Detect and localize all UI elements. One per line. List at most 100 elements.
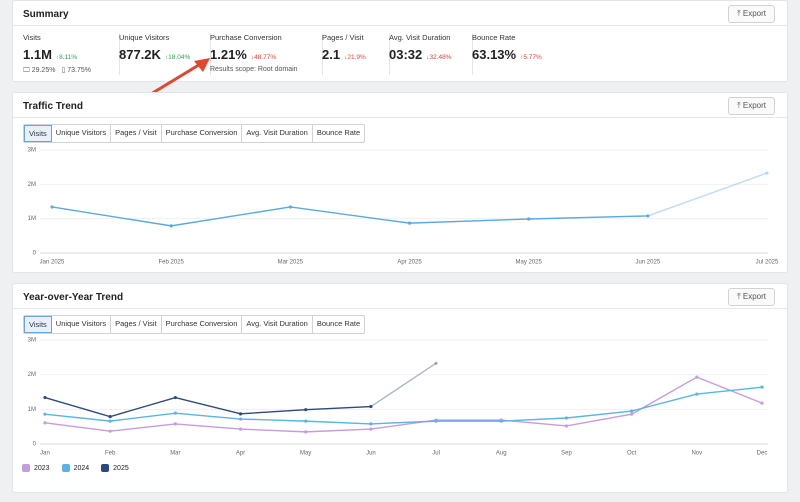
legend-label: 2025 (113, 464, 129, 472)
export-button[interactable]: ⤒ Export (728, 288, 775, 306)
data-point (695, 392, 699, 396)
metric-number: 877.2K (119, 47, 161, 62)
data-point (760, 401, 764, 405)
metric-value: 877.2K ↑18.04% (119, 47, 210, 62)
data-point (646, 214, 650, 218)
metric-label: Pages / Visit (322, 33, 364, 42)
data-point (50, 205, 54, 209)
metric-value: 2.1 ↓21.9% (322, 47, 389, 62)
data-point (238, 427, 243, 431)
data-point (369, 427, 373, 431)
metric-number: 2.1 (322, 47, 341, 62)
legend-swatch (101, 464, 110, 472)
data-point (108, 419, 112, 423)
x-tick-label: Jan 2025 (40, 260, 65, 266)
export-button[interactable]: ⤒ Export (728, 97, 775, 115)
x-tick-label: Sep (561, 451, 572, 457)
tab[interactable]: Bounce Rate (316, 128, 361, 137)
scope-note: Results scope: Root domain (210, 66, 298, 73)
metric-number: 1.1M (23, 47, 52, 62)
metric-value: 03:32 ↓32.48% (389, 47, 472, 62)
legend-label: 2023 (34, 464, 50, 472)
y-tick-label: 3M (28, 338, 36, 344)
data-point (564, 424, 569, 428)
metric-number: 1.21% (210, 47, 247, 62)
metric-label: Avg. Visit Duration (389, 33, 451, 42)
y-tick-label: 0 (33, 251, 37, 257)
mobile-icon: ▯ (61, 67, 68, 74)
tab[interactable]: Purchase Conversion (162, 316, 243, 333)
traffic-chart: 0 1M 2M 3M Jan 2025 Feb 2025 Mar 2025 Apr 2025 M… (28, 148, 779, 266)
metric-number: 03:32 (389, 47, 423, 62)
tab[interactable]: Pages / Visit (111, 125, 162, 142)
data-point (304, 408, 308, 412)
y-tick-label: 1M (28, 216, 36, 222)
data-point (499, 419, 503, 423)
x-tick-label: May (300, 451, 311, 457)
data-point (238, 412, 243, 416)
tab[interactable]: Avg. Visit Duration (242, 125, 313, 142)
yoy-chart: 0 1M 2M 3M Jan Feb Mar Apr May Jun Jul Aug Sep Oct Nov… (28, 338, 768, 457)
tab[interactable]: Avg. Visit Duration (242, 316, 313, 333)
tab[interactable]: Unique Visitors (52, 125, 112, 142)
metric: Pages / Visit 2.1 ↓21.9% (322, 33, 390, 75)
annotation-arrow (145, 58, 210, 99)
data-point (369, 422, 373, 426)
data-point (173, 411, 177, 415)
data-point (527, 217, 531, 221)
data-point (760, 385, 764, 389)
tab-bar: Visits Unique Visitors Pages / Visit Purcha… (23, 315, 366, 334)
legend-item[interactable]: 2025 (101, 464, 129, 472)
data-point (173, 395, 177, 400)
data-point (169, 224, 173, 228)
export-label: Export (742, 292, 766, 301)
legend: 2023 2024 2025 (22, 464, 129, 472)
x-tick-label: Jun (366, 451, 376, 457)
series-line (44, 396, 371, 418)
tab[interactable]: Bounce Rate (316, 319, 361, 328)
yoy-card: Year-over-Year Trend ⤒ Export Visits Uniq… (12, 283, 788, 493)
y-tick-label: 3M (28, 148, 36, 154)
y-tick-label: 2M (28, 182, 36, 188)
x-tick-label: Nov (691, 451, 702, 457)
legend-item[interactable]: 2024 (61, 464, 89, 472)
metric: Visits 1.1M ↑8.11% 🖵 29.25% ▯ 73.75% (23, 33, 120, 75)
data-point (288, 205, 292, 209)
x-tick-label: Apr 2025 (397, 260, 422, 266)
tab[interactable]: Unique Visitors (52, 316, 112, 333)
x-tick-label: Aug (496, 451, 507, 457)
x-tick-label: Jul 2025 (756, 260, 779, 266)
tab[interactable]: Purchase Conversion (162, 125, 243, 142)
metric-change: ↓21.9% (344, 54, 366, 61)
summary-card: Summary ⤒ Export Visits 1.1M ↑8.11% 🖵 29.25… (12, 0, 788, 82)
tab[interactable]: Visits (24, 316, 52, 333)
data-point (43, 421, 47, 425)
tab[interactable]: Visits (24, 125, 52, 142)
y-tick-label: 0 (33, 442, 37, 448)
summary-title: Summary (23, 9, 69, 20)
data-point (304, 430, 308, 434)
export-button[interactable]: ⤒ Export (728, 5, 775, 23)
metric-change: ↓48.77% (250, 54, 277, 61)
data-point (108, 429, 112, 433)
data-point (434, 419, 438, 423)
traffic-card: Traffic Trend ⤒ Export Visits Unique Visi… (12, 92, 788, 273)
legend-swatch (22, 464, 30, 472)
export-label: Export (742, 101, 766, 110)
metric: Purchase Conversion 1.21% ↓48.77% Results s… (210, 33, 323, 75)
data-point (434, 361, 438, 365)
data-point (407, 221, 412, 225)
metric-change: ↓32.48% (426, 54, 452, 61)
x-tick-label: Oct (627, 451, 637, 457)
metric-label: Purchase Conversion (210, 33, 282, 42)
desktop-share: 29.25% (31, 67, 56, 74)
x-tick-label: Dec (757, 451, 768, 457)
data-point (238, 417, 243, 421)
legend-swatch (61, 464, 70, 472)
data-point (695, 375, 699, 379)
x-tick-label: Feb (105, 451, 116, 457)
legend-item[interactable]: 2023 (22, 464, 50, 472)
tab[interactable]: Pages / Visit (111, 316, 162, 333)
x-tick-label: Jun 2025 (635, 260, 660, 266)
data-point (564, 416, 569, 420)
